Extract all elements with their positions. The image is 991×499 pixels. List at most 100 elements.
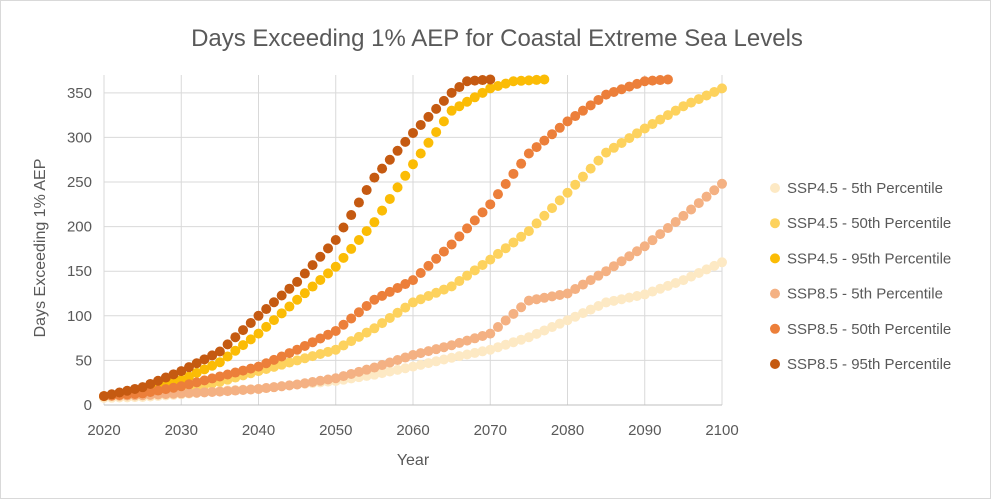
data-point xyxy=(454,276,465,287)
data-point xyxy=(315,274,326,285)
data-point xyxy=(214,357,225,368)
data-point xyxy=(129,383,140,394)
data-point xyxy=(577,171,588,182)
data-point xyxy=(253,383,264,394)
data-point xyxy=(446,87,457,98)
data-point xyxy=(408,159,418,170)
data-point xyxy=(238,340,249,351)
data-point xyxy=(284,301,295,312)
data-point xyxy=(539,292,550,303)
data-point xyxy=(392,355,403,366)
data-point xyxy=(392,182,403,193)
legend-label: SSP8.5 - 95th Percentile xyxy=(787,356,951,373)
data-point xyxy=(284,283,295,294)
x-tick-label: 2080 xyxy=(551,422,584,439)
data-point xyxy=(562,288,573,299)
data-point xyxy=(639,241,650,252)
data-point xyxy=(214,346,225,357)
data-point xyxy=(523,75,534,86)
y-tick-label: 0 xyxy=(84,397,92,414)
data-point xyxy=(593,270,604,281)
data-point xyxy=(639,289,650,300)
data-point xyxy=(431,127,442,138)
data-point xyxy=(292,379,303,390)
data-point xyxy=(99,391,109,402)
data-point xyxy=(485,74,496,85)
data-point xyxy=(245,334,256,345)
data-point xyxy=(655,75,666,86)
legend-item: SSP4.5 - 50th Percentile xyxy=(770,215,951,232)
series-6 xyxy=(99,74,496,402)
data-point xyxy=(477,207,488,218)
data-point xyxy=(384,312,395,323)
data-point xyxy=(230,332,241,343)
data-point xyxy=(531,218,542,229)
data-point xyxy=(554,289,565,300)
legend-label: SSP8.5 - 5th Percentile xyxy=(787,286,943,303)
data-point xyxy=(160,384,171,395)
data-point xyxy=(323,374,334,385)
data-point xyxy=(686,97,697,108)
data-point xyxy=(276,359,287,370)
data-point xyxy=(245,317,256,328)
data-point xyxy=(508,168,519,179)
data-point xyxy=(632,78,643,89)
data-point xyxy=(415,294,426,305)
data-point xyxy=(268,361,279,372)
data-point xyxy=(408,127,418,138)
data-point xyxy=(338,371,349,382)
data-point xyxy=(485,254,496,265)
data-point xyxy=(353,331,364,342)
data-point xyxy=(346,243,357,254)
data-point xyxy=(547,203,558,214)
data-point xyxy=(601,266,612,277)
data-point xyxy=(315,348,326,359)
data-point xyxy=(369,217,380,228)
data-point xyxy=(353,307,364,318)
data-point xyxy=(632,128,643,139)
data-point xyxy=(539,74,550,85)
x-tick-label: 2030 xyxy=(165,422,198,439)
y-axis-title: Days Exceeding 1% AEP xyxy=(32,159,49,338)
data-point xyxy=(639,123,650,134)
data-point xyxy=(307,351,318,362)
data-point xyxy=(168,369,179,380)
data-point xyxy=(307,337,318,348)
data-points xyxy=(99,74,727,403)
x-tick-labels: 2020 2030 2040 2050 2060 2070 2080 2090 2100 xyxy=(87,422,738,439)
data-point xyxy=(500,339,511,350)
data-point xyxy=(446,281,457,292)
data-point xyxy=(431,253,442,264)
data-point xyxy=(145,378,156,389)
legend-marker xyxy=(770,359,780,369)
data-point xyxy=(492,248,503,259)
data-point xyxy=(531,142,542,153)
data-point xyxy=(222,369,233,380)
data-point xyxy=(261,383,272,394)
data-point xyxy=(462,76,473,87)
data-point xyxy=(346,313,357,324)
data-point xyxy=(469,215,480,226)
data-point xyxy=(616,137,627,148)
data-point xyxy=(570,284,581,295)
data-point xyxy=(408,350,418,361)
data-point xyxy=(183,388,194,399)
data-point xyxy=(214,386,225,397)
data-point xyxy=(338,340,349,351)
data-point xyxy=(531,74,542,85)
data-point xyxy=(608,261,619,272)
data-point xyxy=(408,275,418,286)
data-point xyxy=(253,361,264,372)
y-tick-label: 300 xyxy=(67,129,92,146)
data-point xyxy=(137,382,148,393)
data-point xyxy=(570,311,581,322)
legend-label: SSP4.5 - 95th Percentile xyxy=(787,250,951,267)
data-point xyxy=(693,94,704,105)
data-point xyxy=(207,360,218,371)
data-point xyxy=(338,222,349,233)
y-tick-label: 350 xyxy=(67,85,92,102)
x-axis-title: Year xyxy=(397,452,430,469)
data-point xyxy=(662,74,673,85)
data-point xyxy=(191,387,202,398)
data-point xyxy=(431,103,442,114)
